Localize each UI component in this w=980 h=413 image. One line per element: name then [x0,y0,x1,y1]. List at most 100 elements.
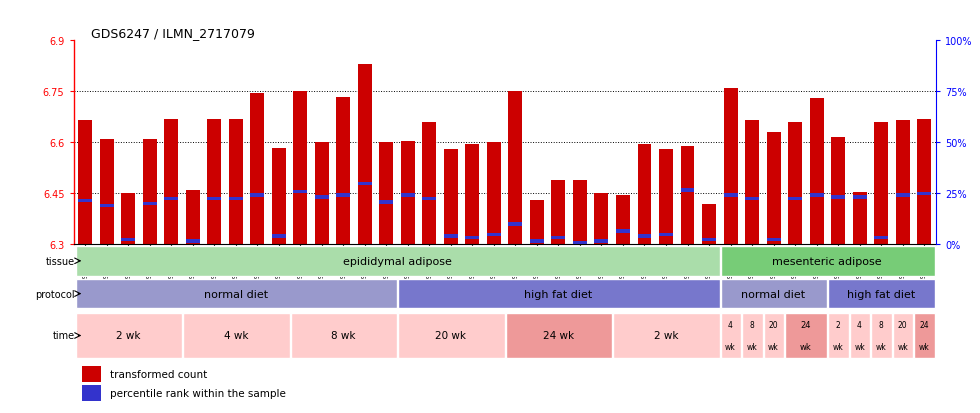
Bar [874,123,888,245]
Text: 4: 4 [858,320,862,329]
Bar [293,190,308,194]
Bar [250,194,265,197]
Text: 20: 20 [898,320,907,329]
Bar [75,279,397,309]
Bar [917,119,931,245]
Bar [143,202,157,206]
Text: wk: wk [747,342,758,351]
Bar [853,192,866,245]
Text: 8: 8 [879,320,883,329]
Bar [914,313,935,358]
Text: 8: 8 [750,320,755,329]
Bar [487,233,501,236]
Text: 2: 2 [836,320,841,329]
Bar [186,190,200,245]
Bar [721,279,827,309]
Text: wk: wk [800,342,811,351]
Bar [379,201,393,204]
Bar [401,194,415,197]
Bar [763,313,784,358]
Bar [530,240,544,243]
Bar [917,192,931,196]
Bar [422,197,436,201]
Text: wk: wk [876,342,887,351]
Bar [721,247,935,276]
Text: 4: 4 [728,320,733,329]
Bar [78,199,92,202]
Bar [122,194,135,245]
Bar [745,197,760,201]
Bar [766,133,780,245]
Bar [250,94,265,245]
Text: 2 wk: 2 wk [654,331,678,341]
Bar [487,143,501,245]
Bar [82,386,101,401]
Bar [165,119,178,245]
Bar [616,196,630,245]
Text: 24 wk: 24 wk [543,331,574,341]
Text: high fat diet: high fat diet [847,289,915,299]
Bar [788,197,802,201]
Bar [315,143,329,245]
Bar [75,247,719,276]
Bar [896,194,909,197]
Bar [828,313,849,358]
Bar [745,121,760,245]
Text: GDS6247 / ILMN_2717079: GDS6247 / ILMN_2717079 [91,27,255,40]
Bar [702,204,716,245]
Bar [573,242,587,245]
Text: 20: 20 [768,320,778,329]
Bar [82,366,101,382]
Bar [509,92,522,245]
Bar [828,279,935,309]
Text: 8 wk: 8 wk [331,331,356,341]
Bar [379,143,393,245]
Bar [398,313,505,358]
Text: normal diet: normal diet [204,289,268,299]
Text: wk: wk [918,342,929,351]
Bar [809,194,823,197]
Bar [229,119,243,245]
Bar [208,197,221,201]
Text: protocol: protocol [35,289,74,299]
Bar [401,141,415,245]
Bar [444,235,458,238]
Bar [659,150,673,245]
Bar [291,313,397,358]
Bar [336,97,351,245]
Text: time: time [53,331,74,341]
Bar [573,180,587,245]
Bar [165,197,178,201]
Bar [595,240,609,243]
Text: 20 wk: 20 wk [435,331,466,341]
Bar [680,189,695,192]
Bar [766,238,780,242]
Bar [742,313,762,358]
Bar [358,65,371,245]
Bar [831,138,845,245]
Bar [530,201,544,245]
Text: wk: wk [833,342,844,351]
Bar [721,313,741,358]
Bar [595,194,609,245]
Bar [293,92,308,245]
Bar [208,119,221,245]
Bar [466,236,479,240]
Text: wk: wk [768,342,779,351]
Bar [874,236,888,240]
Bar [853,196,866,199]
Bar [831,196,845,199]
Bar [506,313,612,358]
Bar [336,194,351,197]
Bar [358,182,371,185]
Text: percentile rank within the sample: percentile rank within the sample [110,388,285,399]
Bar [398,279,719,309]
Bar [444,150,458,245]
Bar [315,196,329,199]
Bar [229,197,243,201]
Text: epididymal adipose: epididymal adipose [343,256,452,266]
Bar [723,89,738,245]
Text: wk: wk [855,342,865,351]
Text: wk: wk [725,342,736,351]
Bar [271,148,286,245]
